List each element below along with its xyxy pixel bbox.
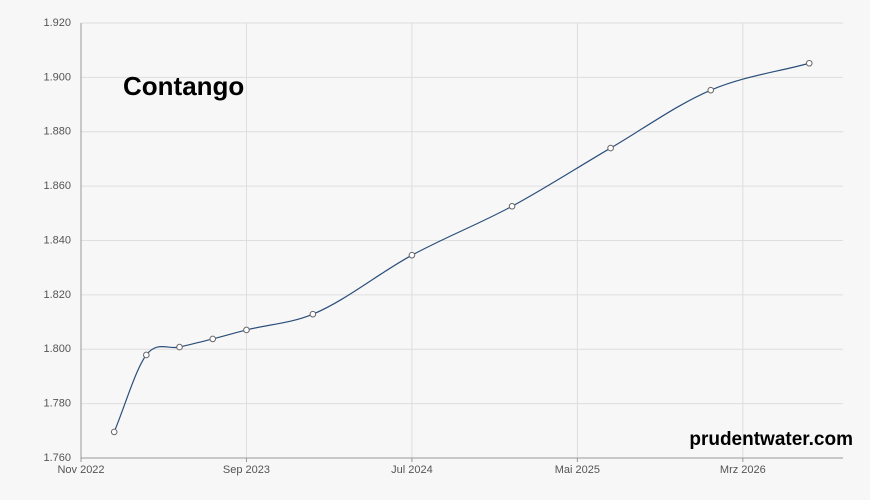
point (110, 428, 118, 436)
point (209, 335, 217, 343)
y-tick-label: 1.900 (43, 71, 71, 83)
x-tick-label: Mai 2025 (555, 464, 600, 476)
y-tick-label: 1.920 (43, 17, 71, 29)
point (707, 86, 715, 94)
point (243, 326, 250, 334)
x-tick-label: Mrz 2026 (720, 464, 766, 476)
y-tick-label: 1.840 (43, 234, 71, 246)
point (607, 144, 614, 152)
line (113, 62, 810, 433)
watermark: prudentwater.com (689, 429, 853, 450)
y-tick-label: 1.880 (43, 126, 71, 138)
y-tick-label: 1.860 (43, 180, 71, 192)
chart-title: Contango (123, 71, 244, 101)
y-tick-label: 1.820 (43, 289, 71, 301)
point (408, 251, 416, 259)
x-tick-label: Nov 2022 (57, 464, 104, 476)
y-tick-label: 1.760 (43, 452, 71, 464)
point (309, 310, 317, 318)
point (508, 202, 516, 210)
point (176, 343, 183, 351)
point (143, 351, 150, 359)
y-tick-label: 1.800 (43, 343, 71, 355)
x-tick-label: Jul 2024 (391, 464, 433, 476)
x-tick-label: Sep 2023 (223, 464, 270, 476)
point (805, 59, 813, 67)
plot: 1.760 1.780 1.800 1.820 1.840 1.860 1.880 1.900… (43, 17, 843, 476)
y-tick-label: 1.780 (43, 398, 71, 410)
